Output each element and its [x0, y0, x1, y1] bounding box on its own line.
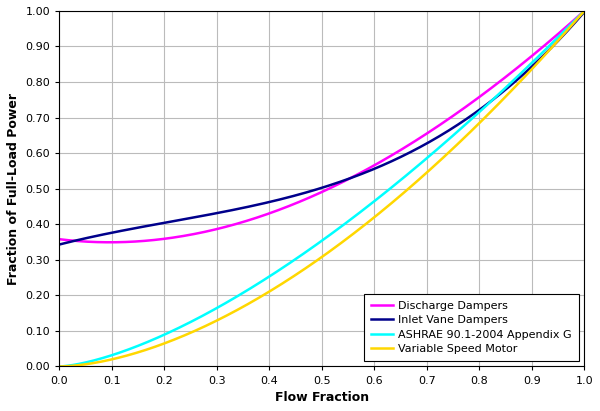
ASHRAE 90.1-2004 Appendix G: [305, 248, 312, 253]
Line: ASHRAE 90.1-2004 Appendix G: ASHRAE 90.1-2004 Appendix G: [59, 11, 584, 367]
ASHRAE 90.1-2004 Appendix G: [308, 245, 316, 250]
Discharge Dampers: [306, 195, 313, 200]
Discharge Dampers: [309, 194, 316, 199]
Discharge Dampers: [56, 237, 63, 242]
Inlet Vane Dampers: [340, 178, 347, 183]
Discharge Dampers: [487, 86, 494, 91]
Variable Speed Motor: [568, 23, 575, 28]
Inlet Vane Dampers: [308, 188, 316, 193]
ASHRAE 90.1-2004 Appendix G: [568, 21, 575, 26]
Line: Variable Speed Motor: Variable Speed Motor: [59, 11, 584, 367]
Variable Speed Motor: [581, 9, 588, 14]
Discharge Dampers: [369, 164, 376, 169]
X-axis label: Flow Fraction: Flow Fraction: [275, 391, 369, 404]
ASHRAE 90.1-2004 Appendix G: [368, 201, 376, 206]
Variable Speed Motor: [305, 264, 312, 269]
Variable Speed Motor: [340, 239, 347, 244]
Discharge Dampers: [581, 9, 588, 14]
Inlet Vane Dampers: [581, 9, 588, 14]
ASHRAE 90.1-2004 Appendix G: [340, 222, 347, 227]
Inlet Vane Dampers: [56, 242, 63, 247]
Discharge Dampers: [569, 19, 576, 24]
Inlet Vane Dampers: [486, 100, 493, 105]
Variable Speed Motor: [56, 364, 63, 369]
Line: Discharge Dampers: Discharge Dampers: [59, 11, 584, 242]
Inlet Vane Dampers: [305, 189, 312, 194]
Discharge Dampers: [106, 240, 113, 245]
Legend: Discharge Dampers, Inlet Vane Dampers, ASHRAE 90.1-2004 Appendix G, Variable Spe: Discharge Dampers, Inlet Vane Dampers, A…: [364, 294, 578, 361]
Variable Speed Motor: [486, 111, 493, 115]
Discharge Dampers: [341, 179, 348, 184]
Inlet Vane Dampers: [368, 167, 376, 172]
Inlet Vane Dampers: [568, 24, 575, 29]
Variable Speed Motor: [368, 217, 376, 222]
Line: Inlet Vane Dampers: Inlet Vane Dampers: [59, 12, 584, 245]
Variable Speed Motor: [308, 261, 316, 266]
ASHRAE 90.1-2004 Appendix G: [581, 9, 588, 14]
ASHRAE 90.1-2004 Appendix G: [56, 364, 63, 369]
ASHRAE 90.1-2004 Appendix G: [486, 100, 493, 105]
Y-axis label: Fraction of Full-Load Power: Fraction of Full-Load Power: [7, 93, 20, 285]
